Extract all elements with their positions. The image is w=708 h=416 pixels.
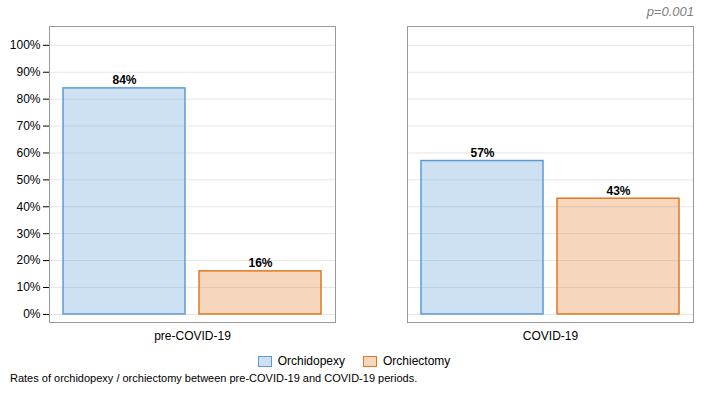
html-text:p=0.001: p=0.001 bbox=[646, 4, 694, 19]
svg-text:60%: 60% bbox=[16, 146, 40, 160]
svg-text:57%: 57% bbox=[470, 146, 494, 160]
svg-text:84%: 84% bbox=[112, 73, 136, 87]
svg-text:50%: 50% bbox=[16, 173, 40, 187]
svg-text:16%: 16% bbox=[248, 256, 272, 270]
svg-text:90%: 90% bbox=[16, 65, 40, 79]
svg-text:pre-COVID-19: pre-COVID-19 bbox=[154, 329, 231, 343]
svg-text:10%: 10% bbox=[16, 280, 40, 294]
svg-text:0%: 0% bbox=[23, 307, 41, 321]
html-text:Orchidopexy: Orchidopexy bbox=[277, 354, 345, 368]
svg-text:70%: 70% bbox=[16, 119, 40, 133]
html-text:Rates of orchidopexy / orchiec: Rates of orchidopexy / orchiectomy betwe… bbox=[10, 372, 418, 384]
svg-text:100%: 100% bbox=[10, 38, 41, 52]
svg-text:20%: 20% bbox=[16, 253, 40, 267]
svg-text:43%: 43% bbox=[606, 184, 630, 198]
svg-text:80%: 80% bbox=[16, 92, 40, 106]
html-text:Orchiectomy: Orchiectomy bbox=[383, 354, 451, 368]
svg-text:40%: 40% bbox=[16, 200, 40, 214]
svg-text:COVID-19: COVID-19 bbox=[523, 329, 579, 343]
svg-text:30%: 30% bbox=[16, 227, 40, 241]
